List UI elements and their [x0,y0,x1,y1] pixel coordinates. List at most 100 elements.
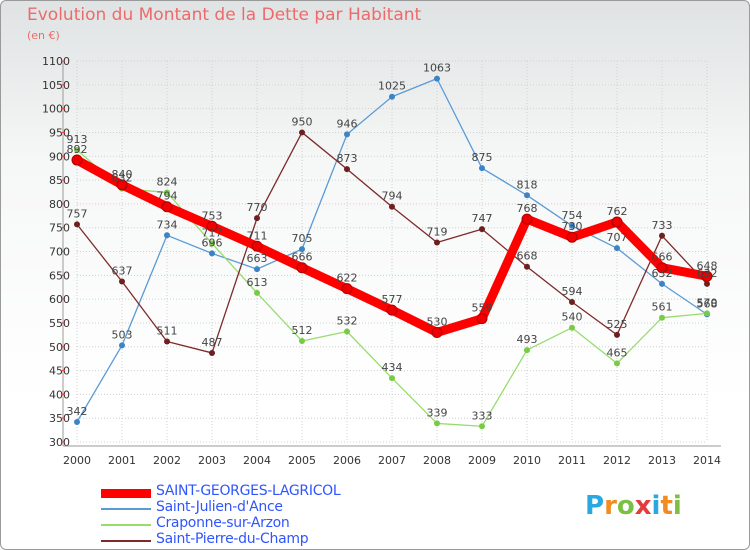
data-label: 339 [427,406,448,419]
x-tick-label: 2007 [378,454,406,467]
data-label: 434 [382,361,403,374]
data-point [701,270,713,282]
data-point [431,326,443,338]
data-point [704,310,710,317]
legend-item: Saint-Pierre-du-Champ [101,531,401,549]
data-label: 875 [472,151,493,164]
legend-item: Craponne-sur-Arzon [101,515,401,533]
data-label: 632 [697,267,718,280]
data-label: 465 [607,346,628,359]
data-point [299,338,305,345]
data-label: 594 [562,285,583,298]
data-point [479,226,485,233]
data-label: 559 [472,302,493,315]
x-tick-label: 2004 [243,454,271,467]
y-tick-label: 700 [49,246,70,259]
data-label: 503 [112,328,133,341]
data-label: 1063 [423,62,451,75]
data-label: 711 [247,229,268,242]
data-point [251,240,263,252]
data-point [434,420,440,427]
data-point [524,347,530,354]
data-label: 705 [292,232,313,245]
data-point [119,278,125,285]
y-tick-label: 550 [49,317,70,330]
data-label: 487 [202,336,223,349]
y-tick-label: 1000 [42,103,70,116]
proxiti-logo: Proxiti [585,491,682,521]
y-tick-label: 800 [49,198,70,211]
data-point [614,360,620,367]
legend-item: Saint-Julien-d'Ance [101,499,401,517]
data-label: 840 [112,168,133,181]
y-tick-label: 950 [49,126,70,139]
logo-letter: i [672,491,682,521]
y-tick-label: 1050 [42,79,70,92]
data-point [656,262,668,274]
legend-swatch [101,489,151,498]
data-label: 794 [382,190,403,203]
legend-label: Craponne-sur-Arzon [156,515,290,531]
data-label: 707 [607,231,628,244]
data-point [254,289,260,296]
legend-swatch [101,508,151,510]
data-label: 873 [337,152,358,165]
x-tick-label: 2005 [288,454,316,467]
y-tick-label: 1100 [42,55,70,68]
legend-label: Saint-Julien-d'Ance [156,499,283,515]
data-point [296,262,308,274]
data-point [209,250,215,257]
data-label: 632 [652,267,673,280]
data-label: 577 [382,293,403,306]
data-point [524,263,530,270]
data-point [521,213,533,225]
data-label: 832 [112,172,133,185]
data-label: 770 [247,201,268,214]
data-point [569,222,575,229]
y-tick-label: 850 [49,174,70,187]
data-label: 530 [427,315,448,328]
chart-legend: SAINT-GEORGES-LAGRICOL Saint-Julien-d'An… [101,483,401,549]
data-label: 719 [427,225,448,238]
data-label: 734 [157,218,178,231]
data-point [569,298,575,305]
data-label: 950 [292,115,313,128]
y-tick-label: 650 [49,269,70,282]
data-label: 946 [337,117,358,130]
data-point [116,179,128,191]
data-point [164,232,170,239]
data-point [119,342,125,349]
data-label: 818 [517,178,538,191]
logo-letter: o [616,491,635,521]
data-point [299,129,305,136]
x-tick-label: 2000 [63,454,91,467]
data-point [569,324,575,331]
data-point [74,221,80,228]
data-point [161,201,173,213]
legend-label: SAINT-GEORGES-LAGRICOL [156,483,341,499]
data-label: 1025 [378,80,406,93]
chart-title: Evolution du Montant de la Dette par Hab… [27,5,422,25]
data-point [71,154,83,166]
data-point [344,328,350,335]
data-label: 913 [67,133,88,146]
data-label: 768 [517,202,538,215]
data-label: 511 [157,325,178,338]
data-point [206,220,218,232]
data-point [566,231,578,243]
x-tick-label: 2003 [198,454,226,467]
x-tick-label: 2011 [558,454,586,467]
data-label: 668 [517,250,538,263]
legend-swatch [101,540,151,542]
data-label: 525 [607,318,628,331]
data-label: 892 [67,143,88,156]
data-point [209,240,215,247]
data-label: 561 [652,301,673,314]
data-label: 663 [247,252,268,265]
data-point [74,418,80,425]
data-label: 717 [202,226,223,239]
data-point [434,239,440,246]
data-point [479,423,485,430]
data-point [254,266,260,273]
